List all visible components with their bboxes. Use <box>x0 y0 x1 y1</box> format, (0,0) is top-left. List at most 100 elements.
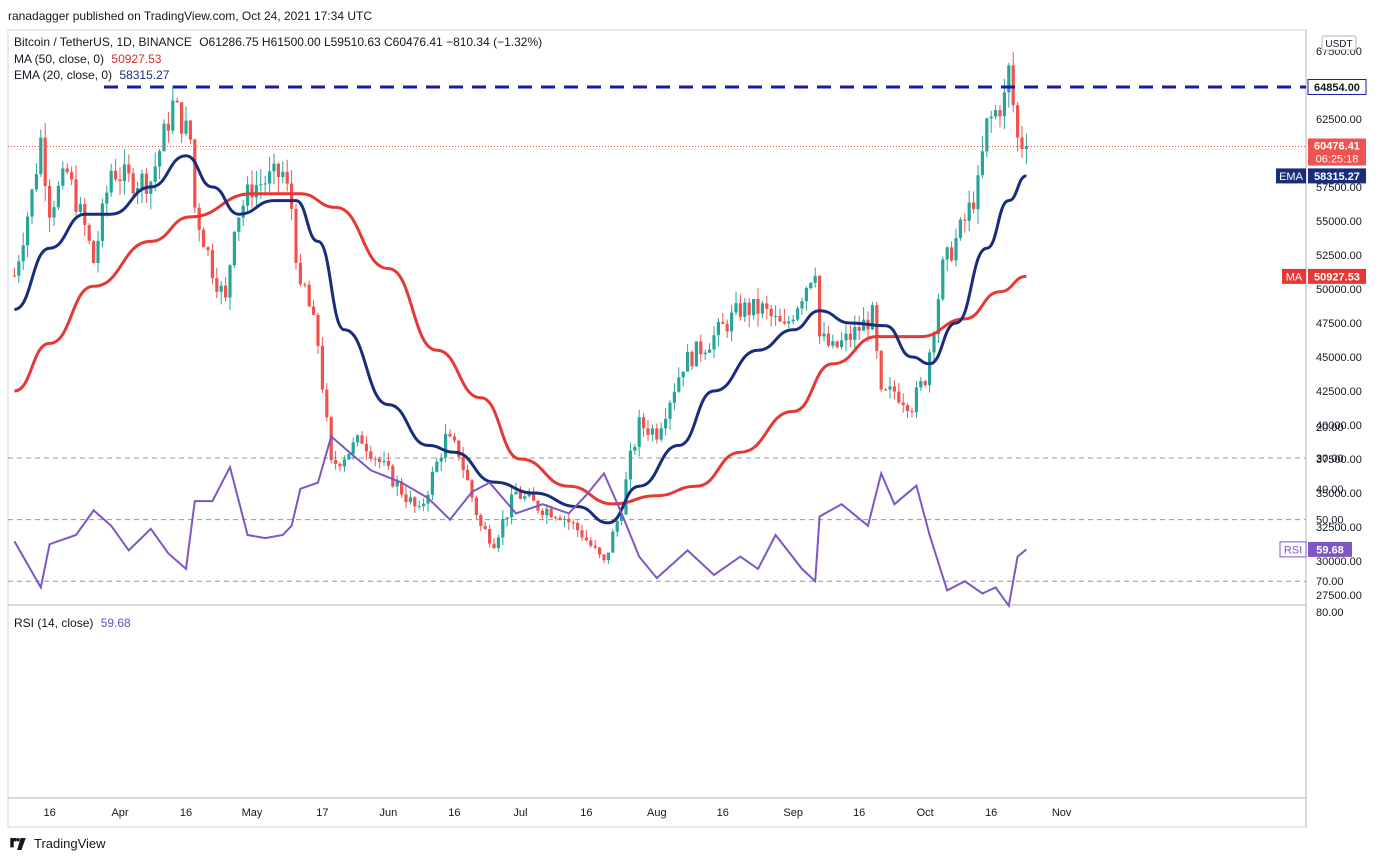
ma50-line <box>14 192 1027 506</box>
candle-body <box>554 517 558 519</box>
candle-body <box>34 174 38 190</box>
candle-body <box>593 545 597 548</box>
candle-body <box>228 265 232 298</box>
candle-body <box>215 278 219 292</box>
candle-body <box>312 306 316 315</box>
rsi-tag-value: 59.68 <box>1316 544 1344 556</box>
time-tick-label: 16 <box>448 807 460 819</box>
time-tick-label: Jul <box>513 807 527 819</box>
candle-body <box>140 173 144 189</box>
footer-brand-name: TradingView <box>34 836 106 851</box>
candle-body <box>633 447 637 451</box>
candle-body <box>941 259 945 300</box>
candle-body <box>545 508 549 516</box>
price-tick-label: 27500.00 <box>1316 590 1362 602</box>
candle-body <box>466 469 470 481</box>
candle-body <box>65 168 69 173</box>
rsi-axis: 80.00 70.00 50.00 40.00 30.00 20.00 <box>1316 422 1344 619</box>
candle-body <box>1002 92 1006 117</box>
candle-body <box>606 552 610 561</box>
candle-body <box>408 497 412 503</box>
candle-body <box>87 225 91 241</box>
time-tick-label: 17 <box>316 807 328 819</box>
candle-body <box>224 285 228 298</box>
candle-body <box>17 261 21 276</box>
candle-body <box>470 480 474 498</box>
candle-body <box>664 418 668 429</box>
candle-body <box>325 389 329 418</box>
candle-body <box>1020 137 1024 149</box>
candle-body <box>919 381 923 388</box>
candle-body <box>809 282 813 288</box>
ma-legend-label: MA (50, close, 0) <box>14 52 105 66</box>
price-tick-label: 52500.00 <box>1316 250 1362 262</box>
candle-body <box>734 303 738 313</box>
candle-body <box>496 537 500 549</box>
candle-body <box>571 522 575 524</box>
candle-body <box>61 168 65 186</box>
candle-body <box>237 217 241 232</box>
candle-body <box>378 458 382 463</box>
rsi-tick-label: 70.00 <box>1316 576 1344 588</box>
candle-body <box>290 183 294 209</box>
candle-body <box>897 391 901 403</box>
candle-body <box>730 312 734 332</box>
candle-body <box>56 185 60 208</box>
publisher-line: ranadagger published on TradingView.com,… <box>8 9 373 23</box>
candle-body <box>21 245 25 262</box>
candle-body <box>413 497 417 507</box>
price-tick-label: 32500.00 <box>1316 522 1362 534</box>
candle-body <box>100 203 104 241</box>
candle-body <box>826 333 830 346</box>
candle-body <box>1007 65 1011 93</box>
candle-body <box>360 435 364 444</box>
symbol-name: Bitcoin / TetherUS, 1D, BINANCE <box>14 35 192 49</box>
ma-tag: MA 50927.53 <box>1282 268 1366 284</box>
candle-body <box>686 352 690 372</box>
candle-body <box>131 173 135 194</box>
ema-legend-label: EMA (20, close, 0) <box>14 68 113 82</box>
rsi-legend-label: RSI (14, close) <box>14 616 94 630</box>
price-tick-label: 37500.00 <box>1316 454 1362 466</box>
rsi-tag: RSI 59.68 <box>1279 541 1352 558</box>
candle-body <box>694 341 698 367</box>
time-tick-label: 16 <box>853 807 865 819</box>
candle-body <box>914 387 918 413</box>
candle-body <box>206 247 210 251</box>
candle-body <box>800 301 804 309</box>
candle-body <box>822 333 826 337</box>
candle-body <box>92 240 96 264</box>
candle-body <box>584 537 588 541</box>
candle-body <box>677 377 681 392</box>
candle-body <box>813 275 817 283</box>
candle-body <box>672 391 676 403</box>
candle-body <box>892 386 896 392</box>
candle-body <box>114 170 118 180</box>
ema-tag-value: 58315.27 <box>1314 171 1360 183</box>
candle-body <box>162 123 166 152</box>
candle-body <box>1011 65 1015 106</box>
resistance-tag: 64854.00 <box>1307 78 1367 95</box>
candle-body <box>945 247 949 260</box>
candle-body <box>853 326 857 340</box>
candle-body <box>448 433 452 437</box>
candle-body <box>356 435 360 443</box>
time-axis: 16 Apr 16 May 17 Jun 16 Jul 16 Aug 16 Sep 16 Oct 16 Nov <box>43 807 1071 819</box>
candle-body <box>831 341 835 346</box>
ma-tag-label: MA <box>1286 271 1303 283</box>
currency-label: USDT <box>1325 39 1352 50</box>
candle-body <box>39 137 43 175</box>
candle-body <box>690 352 694 367</box>
candle-body <box>439 457 443 462</box>
candle-body <box>250 184 254 198</box>
price-tick-label: 45000.00 <box>1316 352 1362 364</box>
candle-body <box>210 250 214 279</box>
candle-body <box>540 510 544 516</box>
ema-tag-label: EMA <box>1279 171 1304 183</box>
currency-badge: USDT <box>1321 35 1357 51</box>
candle-body <box>70 172 74 180</box>
candle-body <box>967 202 971 221</box>
time-tick-label: Aug <box>647 807 667 819</box>
candle-body <box>395 481 399 487</box>
